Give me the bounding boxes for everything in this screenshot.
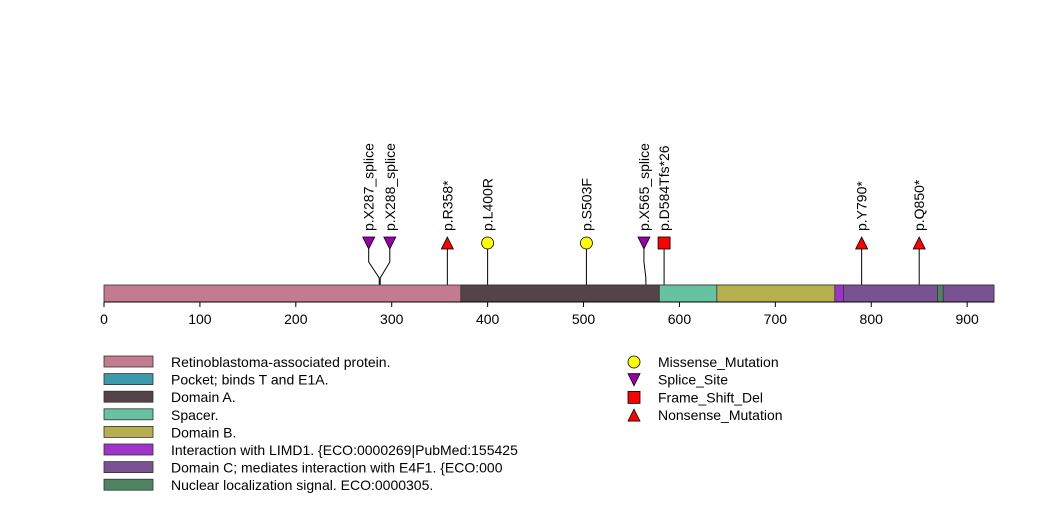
mutation-labels: p.X287_splice p.X288_splice p.R358* p.L400R…	[361, 143, 927, 231]
domain-segment	[658, 284, 719, 303]
mutation-marker	[637, 236, 651, 250]
domain-segment	[834, 284, 845, 303]
legend-label: Retinoblastoma-associated protein.	[171, 354, 390, 370]
domain-segment	[942, 284, 995, 303]
legend-label: Domain C; mediates interaction with E4F1…	[171, 460, 503, 476]
legend-label: Nuclear localization signal. ECO:0000305…	[171, 477, 433, 493]
legend-label: Domain A.	[171, 389, 236, 405]
mutation-label: p.R358*	[439, 180, 455, 231]
mutation-marker	[580, 236, 593, 250]
legend-swatch	[103, 425, 154, 438]
legend-label: Pocket; binds T and E1A.	[171, 372, 328, 388]
legend-swatch	[103, 478, 154, 491]
axis-tick-label: 300	[380, 311, 404, 327]
domain-legend: Retinoblastoma-associated protein. Pocket…	[103, 354, 518, 493]
mutation-marker	[383, 236, 397, 250]
domain-segment	[460, 284, 660, 303]
legend-swatch	[103, 355, 154, 368]
mutation-label: p.S503F	[578, 178, 594, 231]
legend-swatch	[103, 390, 154, 403]
legend-label: Nonsense_Mutation	[658, 407, 783, 423]
mutation-marker	[855, 236, 869, 250]
mutation-label: p.L400R	[480, 178, 496, 231]
mutation-label: p.X288_splice	[382, 143, 398, 231]
axis-tick-label: 800	[860, 311, 884, 327]
legend-swatch	[103, 461, 154, 474]
legend-label: Spacer.	[171, 407, 218, 423]
legend-swatch	[103, 408, 154, 421]
mutation-label: p.X287_splice	[361, 143, 377, 231]
legend-swatch	[103, 443, 154, 456]
legend-label: Missense_Mutation	[658, 354, 779, 370]
axis-tick-label: 900	[955, 311, 979, 327]
legend-label: Domain B.	[171, 424, 236, 440]
mutation-stem	[368, 243, 380, 285]
mutation-stems	[368, 243, 920, 285]
legend-marker	[627, 408, 641, 422]
legend-marker	[627, 373, 641, 387]
mutation-stem	[379, 243, 391, 285]
mutation-stem	[643, 243, 647, 285]
axis-tick-label: 600	[668, 311, 692, 327]
mutation-legend: Missense_Mutation Splice_SiteFrame_Shift_…	[627, 354, 783, 423]
legend-marker	[627, 355, 641, 369]
mutation-label: p.Q850*	[911, 179, 927, 231]
mutation-marker	[481, 236, 495, 250]
domain-segment	[716, 284, 837, 303]
legend-swatch	[103, 373, 154, 386]
legend-label: Frame_Shift_Del	[658, 389, 763, 405]
domain-segment	[843, 284, 939, 303]
mutation-label: p.D584Tfs*26	[656, 145, 672, 231]
mutation-markers	[362, 236, 926, 250]
mutation-marker	[440, 236, 454, 250]
legend-label: Splice_Site	[658, 372, 728, 388]
legend-marker	[627, 390, 641, 404]
axis-tick-label: 700	[764, 311, 788, 327]
mutation-marker	[657, 236, 671, 250]
axis-tick-label: 200	[284, 311, 308, 327]
legend-label: Interaction with LIMD1. {ECO:0000269|Pub…	[171, 442, 518, 458]
protein-bar	[103, 284, 995, 303]
mutation-label: p.X565_splice	[636, 143, 652, 231]
mutation-marker	[912, 236, 926, 250]
axis-tick-label: 100	[188, 311, 212, 327]
axis-tick-label: 500	[572, 311, 596, 327]
mutation-label: p.Y790*	[854, 181, 870, 231]
mutation-marker	[362, 236, 376, 250]
axis-tick-label: 0	[100, 311, 108, 327]
x-axis: 0 100 200 300 400 500 600 700 800 900	[100, 301, 994, 327]
axis-tick-label: 400	[476, 311, 500, 327]
